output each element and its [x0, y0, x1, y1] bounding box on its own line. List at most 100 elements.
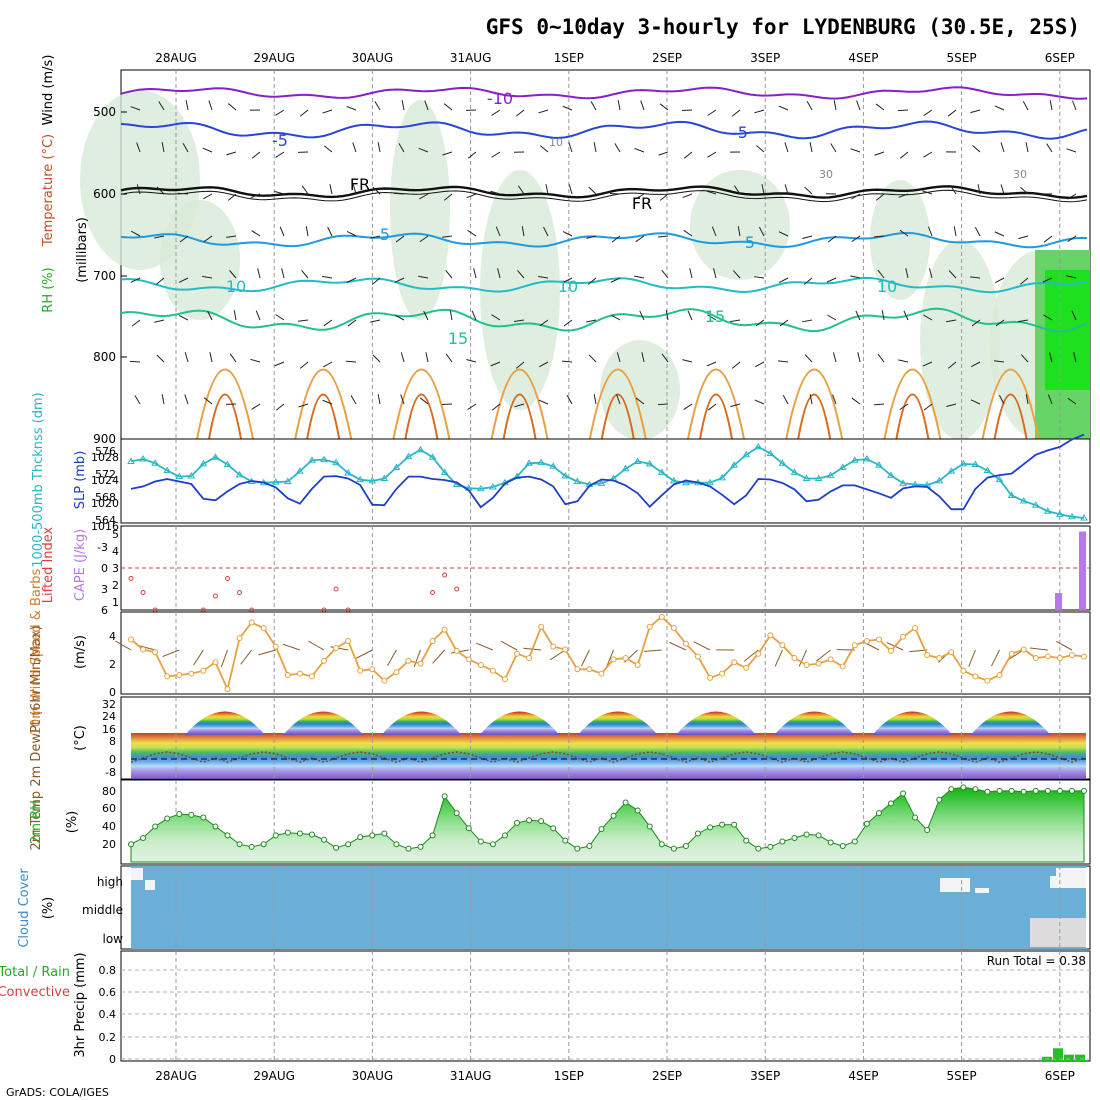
- wind-barb: [515, 361, 525, 369]
- rh-point: [731, 821, 738, 828]
- wind-barb: [193, 649, 204, 666]
- wind-barb: [1000, 142, 1005, 153]
- wind-barb: [137, 644, 156, 651]
- thickness-point: [935, 476, 944, 484]
- wind-barb: [832, 352, 837, 363]
- slp-line: [130, 433, 1085, 511]
- wind-barb: [423, 310, 429, 321]
- wind-barb: [1073, 352, 1077, 363]
- wind-barb: [352, 142, 357, 153]
- cape-tick: 5: [112, 528, 119, 541]
- thickness-point: [356, 475, 365, 483]
- contour-line: [120, 276, 1088, 294]
- wind-barb: [734, 185, 741, 195]
- wind-barb: [136, 184, 141, 195]
- thickness-tick: 564: [95, 514, 116, 527]
- wind-point: [767, 632, 774, 639]
- li-point: [237, 590, 243, 595]
- wind-barb: [732, 270, 741, 279]
- wind-barb: [442, 151, 453, 156]
- rh-point: [839, 843, 846, 849]
- wind-barb: [968, 649, 976, 667]
- wind-point: [707, 674, 714, 681]
- wind-barb: [614, 143, 621, 153]
- wind-barb: [275, 403, 285, 411]
- wind-barb: [178, 315, 189, 321]
- wind-barb: [372, 277, 381, 285]
- thickness-point: [754, 442, 763, 450]
- wind-barb: [588, 354, 597, 363]
- wind-barb: [754, 361, 765, 368]
- wind-point: [333, 645, 340, 652]
- thickness-point: [561, 472, 570, 479]
- contour-line: [120, 307, 1088, 333]
- rh-blob: [480, 170, 560, 410]
- wind-barb: [635, 193, 645, 200]
- wind-barb: [754, 276, 765, 279]
- wind-barb: [1067, 235, 1077, 242]
- wind-barb: [851, 193, 861, 200]
- rh-point: [333, 844, 340, 851]
- wind-barb: [514, 319, 525, 322]
- wind-barb: [208, 100, 213, 111]
- wind-barb: [946, 319, 957, 323]
- wind-barb: [545, 184, 549, 195]
- li-point: [140, 590, 146, 595]
- wind-barb: [635, 397, 645, 405]
- thickness-point: [404, 452, 413, 460]
- wind-barb: [850, 275, 861, 279]
- rh-point: [851, 838, 858, 845]
- wind-barb: [804, 354, 813, 363]
- wind-barb: [347, 319, 357, 327]
- contour-label: -5: [272, 131, 288, 150]
- wind-barb: [977, 184, 981, 195]
- pressure-tick: 900: [93, 432, 116, 446]
- wind-barb: [432, 649, 446, 664]
- rh-point: [960, 784, 967, 791]
- wind-barb: [374, 101, 381, 111]
- upper-grid: [175, 70, 1061, 439]
- wind-barb: [177, 192, 189, 195]
- thickness-point: [633, 457, 642, 464]
- thickness-point: [1007, 491, 1016, 498]
- footer-credit: GrADS: COLA/IGES: [6, 1086, 109, 1099]
- rh-point: [1032, 787, 1039, 794]
- rh-tick: 20: [102, 838, 116, 851]
- wind-barb: [778, 105, 789, 111]
- wind-barb: [449, 310, 453, 321]
- cloud-gap: [975, 888, 989, 893]
- wind-barb: [418, 275, 429, 279]
- wind-point: [694, 653, 701, 660]
- contour-line: [120, 86, 1088, 100]
- wind-barb: [161, 142, 165, 153]
- rh-point: [224, 832, 231, 839]
- wind-barb: [156, 186, 165, 195]
- wind-barb: [372, 186, 381, 195]
- wind-barb: [923, 151, 933, 158]
- thickness-point: [440, 468, 449, 475]
- cape-tick: 1: [112, 596, 119, 609]
- wind-barb: [255, 310, 261, 321]
- li-point: [225, 576, 231, 581]
- rh-point: [803, 831, 810, 838]
- wind-point: [851, 642, 858, 649]
- warm-loop: [687, 368, 745, 440]
- thickness-point: [947, 467, 956, 474]
- date-label-bottom: 29AUG: [253, 1069, 295, 1083]
- wind-barb: [833, 100, 837, 111]
- precip-panel: 0.8 0.6 0.4 0.2 0 Run Total = 0.38: [99, 950, 1091, 1066]
- thickness-point: [513, 472, 521, 480]
- wind-point: [152, 649, 159, 656]
- wind-barb: [562, 277, 573, 283]
- thickness-point: [1080, 513, 1088, 521]
- wind-barb: [445, 353, 453, 363]
- li-point: [442, 572, 448, 578]
- rh-point: [489, 841, 496, 848]
- top-date-axis: 28AUG 29AUG 30AUG 31AUG 1SEP 2SEP 3SEP 4SEP 5SEP…: [155, 51, 1075, 65]
- dewpoint-line: [130, 751, 1085, 763]
- wind-barb: [398, 143, 405, 153]
- contour-label: 30: [819, 168, 833, 181]
- rh-point: [887, 800, 894, 807]
- precip-axis-label: 3hr Precip (mm): [73, 952, 88, 1057]
